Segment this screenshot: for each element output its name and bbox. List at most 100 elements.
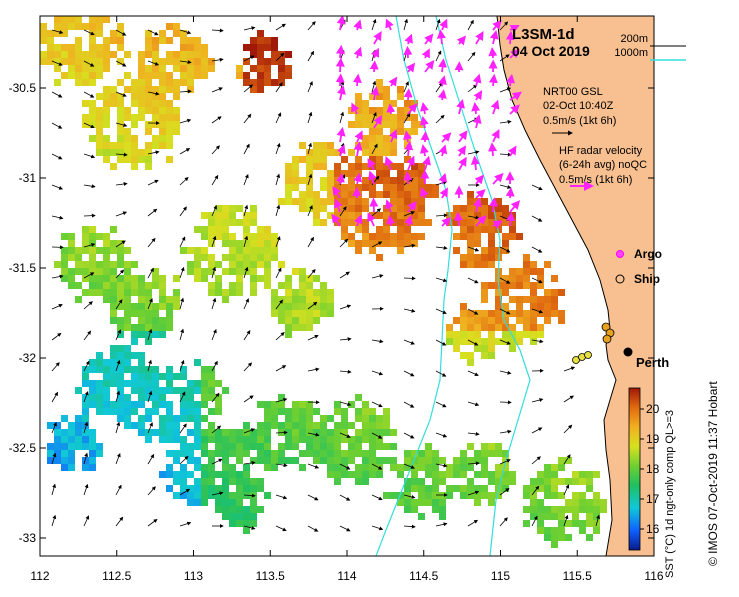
- sst-pixel: [194, 429, 201, 436]
- sst-pixel: [509, 296, 516, 303]
- sst-pixel: [355, 205, 362, 212]
- sst-pixel: [124, 275, 131, 282]
- sst-pixel: [565, 478, 572, 485]
- sst-pixel: [201, 401, 208, 408]
- sst-pixel: [516, 310, 523, 317]
- sst-pixel: [54, 44, 61, 51]
- sst-pixel: [82, 415, 89, 422]
- sst-pixel: [320, 303, 327, 310]
- sst-pixel: [411, 177, 418, 184]
- sst-pixel: [502, 303, 509, 310]
- sst-pixel: [327, 429, 334, 436]
- sst-pixel: [502, 205, 509, 212]
- sst-pixel: [89, 100, 96, 107]
- sst-pixel: [180, 478, 187, 485]
- sst-pixel: [327, 310, 334, 317]
- sst-pixel: [369, 408, 376, 415]
- sst-pixel: [173, 289, 180, 296]
- sst-pixel: [110, 247, 117, 254]
- sst-pixel: [313, 436, 320, 443]
- sst-pixel: [488, 233, 495, 240]
- sst-pixel: [327, 464, 334, 471]
- sst-pixel: [355, 471, 362, 478]
- sst-pixel: [145, 44, 152, 51]
- sst-pixel: [152, 387, 159, 394]
- sst-pixel: [446, 492, 453, 499]
- sst-pixel: [460, 352, 467, 359]
- sst-pixel: [138, 65, 145, 72]
- sst-pixel: [271, 422, 278, 429]
- sst-pixel: [537, 282, 544, 289]
- sst-pixel: [222, 387, 229, 394]
- sst-pixel: [264, 226, 271, 233]
- sst-pixel: [173, 422, 180, 429]
- sst-pixel: [75, 436, 82, 443]
- sst-pixel: [306, 170, 313, 177]
- sst-pixel: [523, 324, 530, 331]
- sst-pixel: [201, 415, 208, 422]
- sst-pixel: [481, 492, 488, 499]
- lat-tick-label: -30.5: [9, 81, 37, 95]
- sst-pixel: [103, 142, 110, 149]
- sst-pixel: [432, 485, 439, 492]
- sst-pixel: [215, 275, 222, 282]
- sst-pixel: [488, 471, 495, 478]
- sst-pixel: [82, 408, 89, 415]
- sst-pixel: [383, 184, 390, 191]
- sst-pixel: [117, 366, 124, 373]
- sst-pixel: [404, 485, 411, 492]
- sst-pixel: [110, 401, 117, 408]
- sst-pixel: [152, 100, 159, 107]
- sst-pixel: [348, 233, 355, 240]
- sst-pixel: [264, 443, 271, 450]
- sst-pixel: [215, 282, 222, 289]
- sst-pixel: [362, 198, 369, 205]
- sst-pixel: [236, 513, 243, 520]
- sst-pixel: [362, 142, 369, 149]
- sst-pixel: [152, 275, 159, 282]
- sst-pixel: [159, 394, 166, 401]
- sst-pixel: [173, 296, 180, 303]
- sst-pixel: [187, 450, 194, 457]
- sst-pixel: [369, 443, 376, 450]
- sst-pixel: [271, 303, 278, 310]
- sst-pixel: [530, 485, 537, 492]
- sst-pixel: [453, 457, 460, 464]
- sst-pixel: [572, 513, 579, 520]
- sst-pixel: [390, 184, 397, 191]
- sst-pixel: [68, 51, 75, 58]
- sst-pixel: [544, 471, 551, 478]
- sst-pixel: [187, 79, 194, 86]
- sst-pixel: [278, 51, 285, 58]
- sst-pixel: [89, 107, 96, 114]
- sst-pixel: [257, 506, 264, 513]
- sst-pixel: [376, 163, 383, 170]
- sst-pixel: [159, 107, 166, 114]
- sst-pixel: [152, 65, 159, 72]
- sst-pixel: [264, 247, 271, 254]
- sst-pixel: [369, 107, 376, 114]
- sst-pixel: [208, 408, 215, 415]
- sst-pixel: [194, 72, 201, 79]
- sst-pixel: [250, 275, 257, 282]
- sst-pixel: [306, 429, 313, 436]
- sst-pixel: [460, 331, 467, 338]
- sst-pixel: [264, 44, 271, 51]
- sst-pixel: [131, 156, 138, 163]
- sst-pixel: [131, 352, 138, 359]
- sst-pixel: [579, 506, 586, 513]
- sst-pixel: [180, 65, 187, 72]
- sst-pixel: [110, 359, 117, 366]
- sst-pixel: [411, 114, 418, 121]
- sst-pixel: [117, 352, 124, 359]
- sst-pixel: [320, 142, 327, 149]
- sst-pixel: [285, 310, 292, 317]
- sst-pixel: [376, 142, 383, 149]
- sst-pixel: [383, 443, 390, 450]
- sst-pixel: [124, 303, 131, 310]
- sst-pixel: [537, 485, 544, 492]
- sst-pixel: [166, 373, 173, 380]
- sst-pixel: [320, 289, 327, 296]
- sst-pixel: [250, 478, 257, 485]
- sst-pixel: [558, 527, 565, 534]
